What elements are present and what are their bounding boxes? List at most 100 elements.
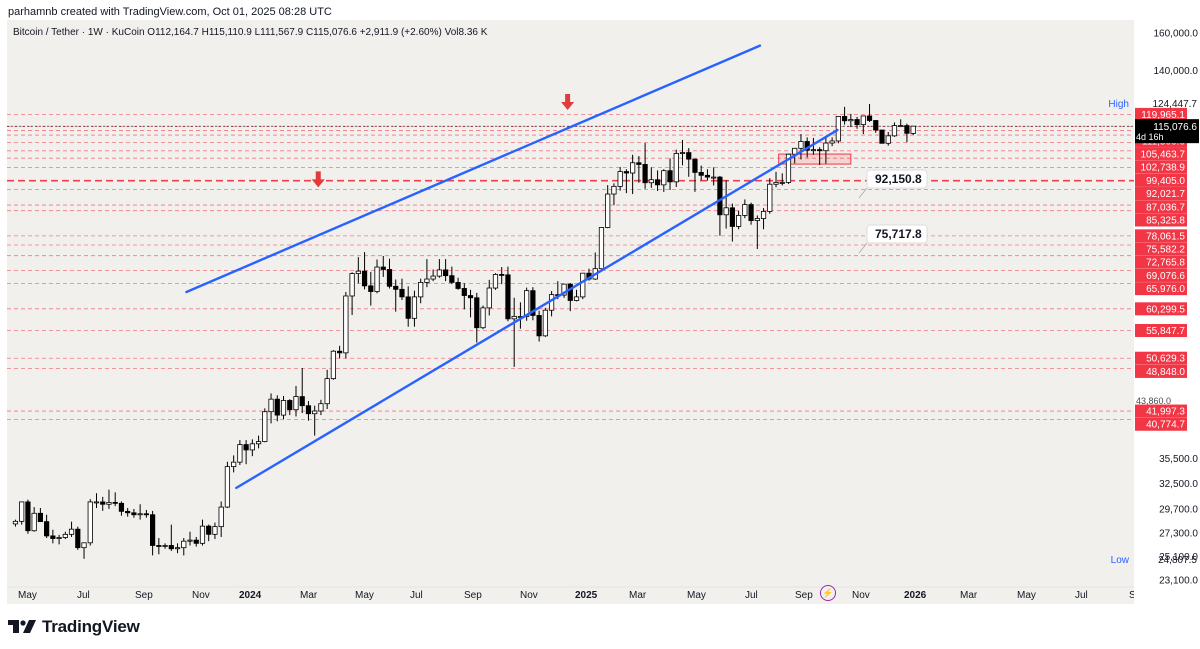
channel-lower-line bbox=[235, 128, 839, 490]
candle-body bbox=[243, 444, 249, 451]
time-tick-label: May bbox=[18, 590, 37, 601]
support-level-tag bbox=[1135, 173, 1187, 187]
support-level-tag bbox=[1135, 364, 1187, 378]
current-price-tag bbox=[1135, 119, 1199, 144]
candle-body bbox=[524, 290, 530, 317]
chart-credit: parhamnb created with TradingView.com, O… bbox=[8, 6, 332, 18]
time-tick-label: Nov bbox=[192, 590, 210, 601]
candle-body bbox=[37, 512, 43, 523]
support-level-tag bbox=[1135, 268, 1187, 282]
candle-body bbox=[262, 411, 268, 442]
candle-body bbox=[661, 170, 667, 186]
candle-body bbox=[736, 215, 742, 227]
candle bbox=[848, 113, 854, 128]
chart-pane[interactable]: Bitcoin / Tether · 1W · KuCoin O112,164.… bbox=[7, 20, 1134, 604]
candle-body bbox=[829, 140, 835, 144]
candle bbox=[187, 531, 193, 546]
candle bbox=[860, 115, 866, 135]
callout-text: 75,717.8 bbox=[875, 227, 922, 241]
candle bbox=[237, 440, 243, 465]
candle-body bbox=[56, 537, 62, 539]
candle bbox=[68, 521, 75, 537]
price-tick-label: 35,500.0 bbox=[1159, 454, 1198, 465]
price-tick-label: 27,300.0 bbox=[1159, 528, 1198, 539]
down-arrow-icon bbox=[561, 93, 575, 110]
candle bbox=[143, 509, 149, 518]
candle bbox=[561, 283, 567, 298]
candle bbox=[150, 510, 156, 556]
candle bbox=[455, 277, 461, 290]
candle-body bbox=[380, 266, 386, 270]
candle-body bbox=[679, 152, 686, 154]
price-callout: 75,717.8 bbox=[858, 224, 928, 254]
candle-body bbox=[480, 307, 486, 329]
price-tick-label: 32,500.0 bbox=[1159, 479, 1198, 490]
candle-body bbox=[667, 170, 673, 183]
candle-body bbox=[873, 120, 879, 131]
price-axis[interactable]: 160,000.0 140,000.0 35,500.0 32,500.0 29,700… bbox=[1134, 20, 1200, 604]
time-tick-label: Se bbox=[1129, 590, 1134, 601]
support-level-label: 92,021.7 bbox=[1146, 189, 1185, 200]
price-tick-label: 23,100.0 bbox=[1159, 576, 1198, 587]
candle bbox=[318, 399, 324, 416]
candle-body bbox=[337, 350, 343, 354]
flash-icon[interactable]: ⚡ bbox=[820, 585, 836, 601]
support-level-tag bbox=[1135, 147, 1187, 161]
candle bbox=[293, 385, 299, 417]
candle-body bbox=[231, 461, 237, 468]
candle bbox=[374, 259, 380, 294]
candle-body bbox=[648, 179, 654, 184]
candle-body bbox=[767, 183, 773, 212]
candle bbox=[798, 134, 804, 160]
candle bbox=[891, 122, 898, 137]
price-callout: 92,150.8 bbox=[858, 169, 928, 199]
candle bbox=[841, 106, 848, 125]
candle bbox=[280, 395, 287, 420]
candle bbox=[287, 399, 293, 416]
candle bbox=[829, 137, 835, 147]
candle-body bbox=[305, 405, 312, 415]
candle-body bbox=[280, 400, 287, 416]
candle bbox=[823, 137, 829, 164]
candle bbox=[156, 538, 162, 555]
candle-body bbox=[81, 542, 87, 549]
candle-body bbox=[536, 315, 542, 337]
candle-body bbox=[31, 512, 37, 532]
hidden-price-label: 43,860.0 bbox=[1136, 396, 1171, 406]
candle bbox=[125, 508, 131, 517]
candle-body bbox=[580, 272, 586, 298]
candle bbox=[368, 271, 374, 306]
candle-body bbox=[93, 501, 100, 504]
candle bbox=[642, 143, 648, 189]
candle-body bbox=[773, 182, 779, 185]
countdown-label: 4d 16h bbox=[1136, 132, 1164, 142]
candle-body bbox=[44, 521, 50, 537]
support-level-label: 99,405.0 bbox=[1146, 176, 1185, 187]
candle bbox=[885, 132, 891, 146]
candle-body bbox=[605, 193, 611, 228]
candle bbox=[461, 283, 467, 310]
candle-body bbox=[692, 158, 698, 173]
candle bbox=[274, 395, 280, 422]
callout-pointer bbox=[858, 242, 868, 254]
candle bbox=[131, 508, 137, 518]
candle-body bbox=[181, 540, 187, 549]
candle bbox=[12, 519, 19, 527]
candle-body bbox=[823, 142, 829, 152]
candle bbox=[218, 501, 224, 537]
support-level-label: 55,847.7 bbox=[1146, 326, 1185, 337]
support-level-label: 50,629.3 bbox=[1146, 354, 1185, 365]
candle-body bbox=[112, 501, 118, 504]
callout-pointer bbox=[858, 187, 868, 199]
candle bbox=[904, 123, 910, 143]
price-chart[interactable]: 92,150.8 75,717.8 May Jul Sep Nov 2024 Mar May Ju… bbox=[7, 20, 1134, 604]
candle bbox=[548, 291, 555, 317]
candle bbox=[605, 185, 611, 229]
time-tick-label: 2024 bbox=[239, 590, 262, 601]
time-tick-label: Mar bbox=[960, 590, 978, 601]
candle bbox=[480, 305, 486, 330]
down-arrow-icon bbox=[311, 171, 325, 188]
candle bbox=[623, 169, 629, 194]
candle bbox=[212, 522, 218, 540]
candle bbox=[679, 139, 686, 166]
